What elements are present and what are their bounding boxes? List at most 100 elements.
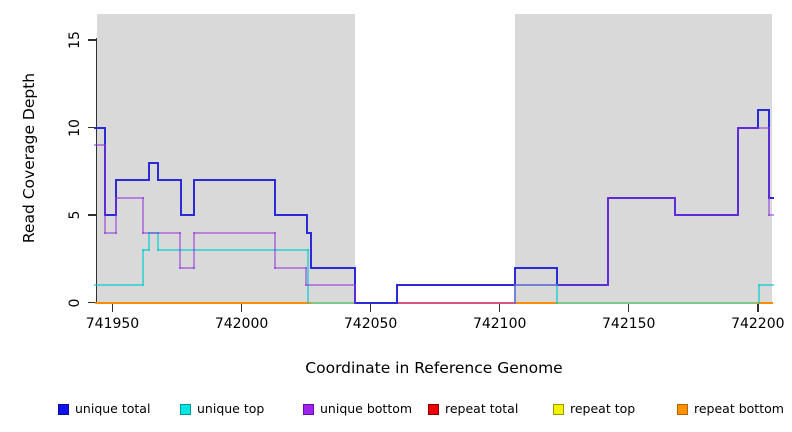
y-tick-label: 5 — [67, 210, 83, 220]
unique-top-segment — [142, 249, 150, 251]
baseline-segment — [355, 301, 397, 304]
unique-bottom-step — [514, 284, 517, 304]
unique-total-segment — [94, 126, 106, 129]
y-tick-label: 0 — [67, 298, 83, 307]
unique-bottom-segment — [115, 196, 145, 199]
unique-bottom-step — [674, 196, 677, 216]
legend-label-unique-top: unique top — [197, 401, 265, 416]
x-tick-mark — [369, 303, 372, 312]
x-tick-label: 741950 — [85, 316, 140, 332]
unique-bottom-segment — [192, 231, 276, 234]
unique-total-segment — [180, 214, 195, 216]
unique-bottom-step — [103, 144, 106, 234]
unique-bottom-step — [304, 266, 307, 286]
unique-total-step — [180, 179, 183, 216]
baseline-segment — [515, 301, 558, 304]
unique-bottom-segment — [767, 214, 774, 216]
unique-total-segment — [103, 214, 118, 216]
x-tick-mark — [757, 303, 759, 312]
unique-top-segment — [758, 284, 774, 286]
unique-total-step — [273, 179, 276, 216]
unique-total-step — [156, 161, 159, 181]
unique-bottom-step — [736, 126, 739, 216]
x-tick-mark — [627, 303, 630, 312]
legend-label-repeat-total: repeat total — [445, 401, 519, 416]
uncovered-region — [355, 14, 516, 303]
unique-total-step — [309, 231, 312, 269]
x-tick-mark — [111, 303, 114, 312]
x-axis-line — [97, 303, 772, 305]
unique-total-step — [147, 161, 150, 181]
unique-bottom-step — [607, 196, 610, 286]
unique-bottom-segment — [674, 214, 739, 216]
y-tick-label: 10 — [67, 118, 83, 137]
y-tick-mark — [88, 39, 96, 41]
unique-top-step — [142, 249, 145, 286]
unique-total-segment — [757, 109, 770, 111]
baseline-segment — [756, 301, 773, 304]
unique-top-step — [556, 284, 559, 304]
unique-total-segment — [514, 266, 559, 269]
unique-bottom-segment — [514, 284, 610, 286]
unique-total-step — [514, 266, 517, 286]
unique-total-step — [192, 179, 195, 216]
legend-label-unique-total: unique total — [75, 401, 151, 416]
baseline-segment — [95, 301, 311, 304]
y-tick-label: 15 — [67, 31, 83, 49]
legend-swatch-repeat-top — [553, 404, 564, 415]
unique-top-segment — [156, 249, 310, 251]
unique-total-segment — [156, 179, 183, 181]
baseline-segment — [557, 301, 757, 304]
unique-top-segment — [94, 284, 145, 286]
unique-bottom-segment — [607, 196, 677, 199]
legend-swatch-unique-total — [58, 404, 69, 415]
unique-total-segment — [115, 179, 150, 181]
x-tick-label: 742150 — [602, 316, 656, 332]
x-tick-label: 742050 — [343, 316, 398, 332]
unique-bottom-segment — [304, 284, 357, 286]
unique-total-segment — [147, 161, 159, 164]
unique-top-step — [156, 231, 159, 251]
unique-bottom-step — [179, 231, 182, 269]
y-axis-title: Read Coverage Depth — [20, 72, 38, 244]
unique-bottom-segment — [736, 126, 770, 129]
unique-top-step — [307, 249, 310, 304]
unique-total-segment — [309, 266, 357, 269]
unique-total-segment — [273, 214, 309, 216]
y-tick-mark — [88, 214, 96, 216]
legend-swatch-repeat-bottom — [677, 404, 688, 415]
unique-total-segment — [306, 231, 312, 234]
legend-label-repeat-bottom: repeat bottom — [694, 401, 784, 416]
unique-bottom-step — [115, 196, 118, 234]
y-tick-mark — [88, 301, 96, 304]
legend-label-unique-bottom: unique bottom — [320, 401, 413, 416]
unique-total-segment — [395, 284, 517, 286]
y-tick-mark — [88, 126, 96, 129]
unique-total-segment — [192, 179, 276, 181]
unique-bottom-step — [354, 284, 357, 304]
unique-top-step — [147, 231, 150, 251]
baseline-segment — [396, 301, 516, 304]
x-axis-title: Coordinate in Reference Genome — [305, 359, 563, 377]
unique-total-step — [306, 214, 309, 234]
x-tick-label: 742100 — [472, 316, 527, 332]
unique-bottom-segment — [273, 266, 307, 269]
unique-top-step — [758, 284, 761, 304]
unique-total-step — [757, 109, 760, 129]
unique-bottom-segment — [179, 266, 195, 269]
unique-total-step — [395, 284, 398, 304]
x-tick-label: 742000 — [214, 316, 269, 332]
unique-total-segment — [767, 196, 774, 199]
unique-total-step — [556, 266, 559, 286]
unique-bottom-step — [192, 231, 195, 269]
unique-bottom-step — [273, 231, 276, 269]
baseline-segment — [310, 301, 356, 304]
unique-bottom-segment — [142, 231, 182, 234]
x-tick-mark — [240, 303, 243, 312]
y-axis-line — [95, 38, 97, 304]
x-tick-label: 742200 — [731, 316, 785, 332]
x-tick-mark — [498, 303, 501, 312]
legend-swatch-unique-top — [180, 404, 191, 415]
legend-swatch-unique-bottom — [303, 404, 314, 415]
